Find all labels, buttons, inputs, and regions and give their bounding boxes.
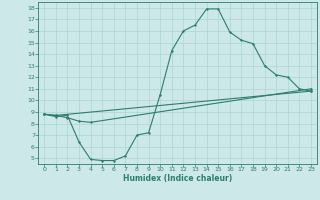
X-axis label: Humidex (Indice chaleur): Humidex (Indice chaleur)	[123, 174, 232, 183]
